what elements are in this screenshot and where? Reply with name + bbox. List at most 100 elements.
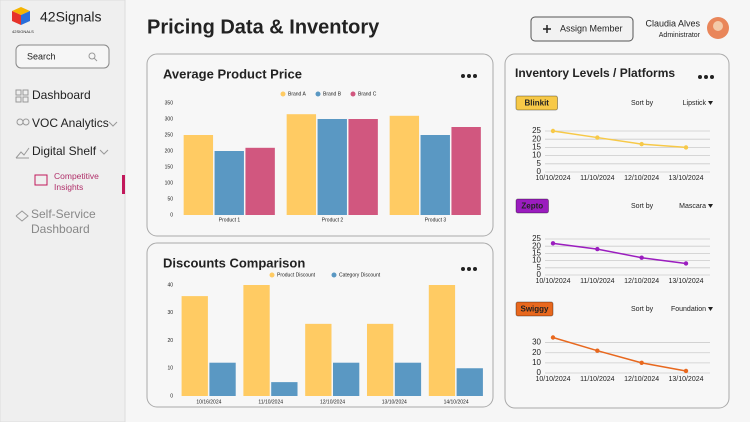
y-tick-label: 15 <box>532 249 541 258</box>
search-box[interactable] <box>15 44 110 69</box>
point <box>639 360 644 366</box>
x-tick-label: Product 3 <box>425 217 447 223</box>
point <box>550 128 556 134</box>
platform-label: Swiggy <box>520 305 549 314</box>
x-tick-label: 11/10/2024 <box>580 278 615 285</box>
x-tick-label: 10/10/2024 <box>535 376 570 383</box>
menu-dot[interactable] <box>698 75 702 79</box>
nav-item-fo: Competitive Insights <box>54 171 99 192</box>
dropdown-caret <box>708 307 713 311</box>
nav-item[interactable]: Competitive Insights <box>54 171 99 192</box>
y-tick-label: 5 <box>537 159 542 168</box>
point <box>683 145 689 150</box>
bar <box>245 147 275 215</box>
bar <box>348 119 378 215</box>
legend-swatch <box>280 91 286 97</box>
point <box>683 261 689 266</box>
bar <box>317 119 347 215</box>
sort-label: Sort by <box>631 306 654 313</box>
legend-swatch <box>331 272 337 278</box>
point <box>639 255 644 260</box>
y-tick-label: 0 <box>537 167 542 176</box>
y-tick-label: 300 <box>165 116 174 122</box>
x-tick-label: 10/10/2024 <box>535 175 570 182</box>
sort-value[interactable]: Lipstick <box>683 100 707 107</box>
x-tick-label: 12/10/2024 <box>320 399 345 405</box>
x-tick-label: 11/10/2024 <box>258 399 283 405</box>
brand-tag: 42SIGNALS <box>12 29 34 34</box>
sort-value[interactable]: Foundation <box>671 306 706 313</box>
platform-badge <box>515 198 549 214</box>
sidebar <box>0 0 126 422</box>
nav-item[interactable]: Dashboard <box>32 88 91 102</box>
avatar-face <box>713 21 723 31</box>
y-tick-label: 10 <box>532 256 541 265</box>
y-tick-label: 20 <box>532 348 541 357</box>
menu-dot[interactable] <box>467 267 471 271</box>
point <box>595 246 600 252</box>
nav-item[interactable]: Digital Shelf <box>32 144 97 158</box>
menu-dot[interactable] <box>461 74 465 78</box>
y-tick-label: 40 <box>167 282 173 288</box>
line <box>552 336 687 372</box>
menu-dot[interactable] <box>467 74 471 78</box>
point <box>683 368 689 374</box>
sort-label: Sort by <box>631 100 654 107</box>
bar <box>243 285 270 396</box>
menu-dot[interactable] <box>473 267 477 271</box>
y-tick-label: 15 <box>532 143 541 152</box>
y-tick-label: 50 <box>167 196 173 202</box>
platform-label: Blinkit <box>525 99 550 108</box>
active-indicator <box>122 175 125 194</box>
logo <box>12 7 30 25</box>
line <box>552 130 687 149</box>
bar <box>209 362 236 396</box>
y-tick-label: 0 <box>170 212 173 218</box>
chart-title: Average Product Price <box>163 66 302 81</box>
page-title: Pricing Data & Inventory <box>147 16 380 38</box>
legend-label: Product Discount <box>277 272 316 278</box>
menu-dot[interactable] <box>710 75 714 79</box>
nav-item[interactable]: VOC Analytics <box>32 116 109 130</box>
y-tick-label: 150 <box>165 164 174 170</box>
y-tick-label: 20 <box>167 338 173 344</box>
sort-value[interactable]: Mascara <box>679 203 706 210</box>
menu-dot[interactable] <box>704 75 708 79</box>
bar <box>214 151 244 215</box>
bar <box>394 362 422 396</box>
bar <box>366 323 394 396</box>
point <box>639 141 644 147</box>
card <box>504 53 730 409</box>
menu-dot[interactable] <box>461 267 465 271</box>
x-tick-label: 11/10/2024 <box>580 175 615 182</box>
assign-button[interactable] <box>530 16 634 42</box>
nav-item[interactable]: Self-Service Dashboard <box>31 207 96 236</box>
y-tick-label: 25 <box>532 126 541 135</box>
y-tick-label: 250 <box>165 132 174 138</box>
x-tick-label: 13/10/2024 <box>668 376 703 383</box>
x-tick-label: 14/10/2024 <box>444 399 469 405</box>
bar <box>333 362 360 396</box>
sort-label: Sort by <box>631 203 654 210</box>
nav-icons <box>15 89 118 222</box>
menu-dot[interactable] <box>473 74 477 78</box>
y-tick-label: 20 <box>532 241 541 250</box>
y-tick-label: 10 <box>532 358 541 367</box>
y-tick-label: 0 <box>170 393 173 399</box>
y-tick-label: 5 <box>537 263 542 272</box>
user-role: Administrator <box>659 32 701 39</box>
x-tick-label: 13/10/2024 <box>382 399 407 405</box>
bar <box>420 135 450 215</box>
platform-badge <box>515 95 558 111</box>
dropdown-caret <box>708 204 713 208</box>
y-tick-label: 0 <box>537 270 542 279</box>
x-tick-label: 12/10/2024 <box>624 175 659 182</box>
bar <box>456 368 483 396</box>
legend-label: Brand A <box>288 91 306 97</box>
x-tick-label: 10/16/2024 <box>196 399 221 405</box>
search-icon <box>88 52 98 62</box>
y-tick-label: 0 <box>537 368 542 377</box>
platform-label: Zepto <box>521 202 543 211</box>
